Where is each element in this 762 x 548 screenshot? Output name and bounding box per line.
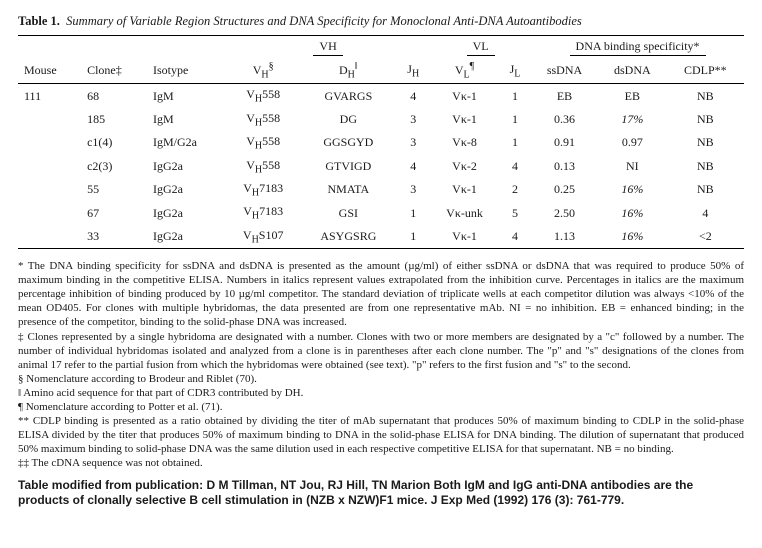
col-dsdna: dsDNA (598, 58, 667, 84)
group-vl: VL (467, 39, 495, 56)
footnote-line: ** CDLP binding is presented as a ratio … (18, 414, 744, 456)
col-clone: Clone‡ (81, 58, 147, 84)
footnotes: * The DNA binding specificity for ssDNA … (18, 259, 744, 470)
table-row: 11168IgMVH558GVARGS4Vκ-11EBEBNB (18, 84, 744, 108)
table-title: Table 1. Summary of Variable Region Stru… (18, 14, 744, 29)
data-table: VH VL DNA binding specificity* Mouse Clo… (18, 35, 744, 249)
footnote-line: § Nomenclature according to Brodeur and … (18, 372, 744, 386)
col-vh: VH§ (226, 58, 300, 84)
group-vh: VH (313, 39, 342, 56)
col-vl: VL¶ (430, 58, 499, 84)
col-jh: JH (396, 58, 430, 84)
citation: Table modified from publication: D M Til… (18, 478, 744, 508)
col-cdlp: CDLP** (667, 58, 744, 84)
group-dna: DNA binding specificity* (570, 39, 706, 56)
col-ssdna: ssDNA (531, 58, 598, 84)
footnote-line: ¶ Nomenclature according to Potter et al… (18, 400, 744, 414)
table-row: 67IgG2aVH7183GSI1Vκ-unk52.5016%4 (18, 201, 744, 224)
table-row: c1(4)IgM/G2aVH558GGSGYD3Vκ-810.910.97NB (18, 131, 744, 154)
footnote-line: ‡ Clones represented by a single hybrido… (18, 330, 744, 372)
footnote-line: ‡‡ The cDNA sequence was not obtained. (18, 456, 744, 470)
table-row: 185IgMVH558DG3Vκ-110.3617%NB (18, 108, 744, 131)
table-row: c2(3)IgG2aVH558GTVIGD4Vκ-240.13NINB (18, 155, 744, 178)
col-jl: JL (499, 58, 531, 84)
table-row: 33IgG2aVHS107ASYGSRG1Vκ-141.1316%<2 (18, 225, 744, 249)
col-mouse: Mouse (18, 58, 81, 84)
table-row: 55IgG2aVH7183NMATA3Vκ-120.2516%NB (18, 178, 744, 201)
footnote-line: ‖ Amino acid sequence for that part of C… (18, 386, 744, 400)
col-dh: DH‖ (300, 58, 396, 84)
footnote-line: * The DNA binding specificity for ssDNA … (18, 259, 744, 329)
col-isotype: Isotype (147, 58, 226, 84)
